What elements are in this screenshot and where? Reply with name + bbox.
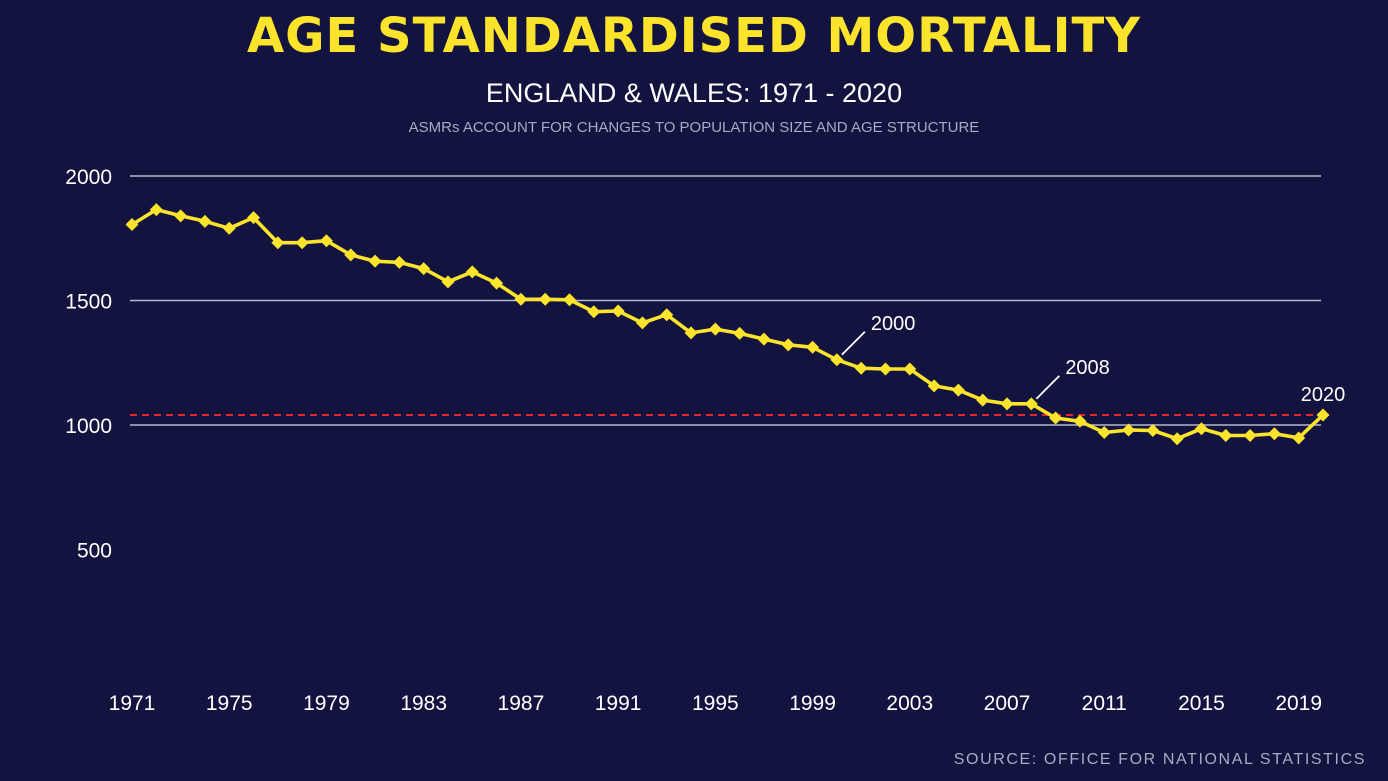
x-tick-label: 1987: [498, 692, 545, 715]
x-tick-label: 2007: [984, 692, 1031, 715]
data-point: [417, 262, 431, 276]
data-point: [1170, 432, 1184, 446]
series-group: [125, 203, 1330, 446]
annotations: 2000 2008 2020: [841, 313, 1346, 406]
x-tick-label: 1999: [789, 692, 836, 715]
data-point: [1292, 431, 1306, 445]
data-point: [635, 316, 649, 330]
data-point: [441, 275, 455, 289]
data-point: [538, 292, 552, 306]
x-tick-label: 1995: [692, 692, 739, 715]
data-point: [927, 379, 941, 393]
data-point: [319, 234, 333, 248]
series-line: [131, 207, 1325, 441]
data-point: [271, 236, 285, 250]
x-tick-label: 2011: [1082, 692, 1127, 715]
data-point: [368, 254, 382, 268]
data-point: [222, 221, 236, 235]
x-axis: 1971 1975 1979 1983 1987 1991 1995 1999 2003 2007…: [109, 692, 1322, 715]
annotation-leader: [841, 331, 866, 356]
data-point: [125, 218, 139, 232]
data-point: [951, 383, 965, 397]
data-point: [1000, 397, 1014, 411]
x-tick-label: 1979: [303, 692, 350, 715]
data-point: [563, 293, 577, 307]
data-point: [1073, 414, 1087, 428]
data-point: [295, 236, 309, 250]
data-point: [1267, 427, 1281, 441]
data-point: [1219, 428, 1233, 442]
data-point: [344, 248, 358, 262]
chart-title: AGE STANDARDISED MORTALITY: [246, 8, 1141, 64]
annotation-label: 2000: [871, 313, 916, 335]
data-point: [1146, 423, 1160, 437]
gridlines: [130, 175, 1321, 426]
data-point: [757, 332, 771, 346]
x-tick-label: 2015: [1178, 692, 1225, 715]
data-point: [514, 292, 528, 306]
data-point: [733, 326, 747, 340]
data-point: [854, 361, 868, 375]
chart-note: ASMRs ACCOUNT FOR CHANGES TO POPULATION …: [408, 119, 980, 136]
data-point: [781, 338, 795, 352]
data-point: [684, 326, 698, 340]
data-point: [149, 203, 163, 217]
data-point: [198, 214, 212, 228]
data-point: [1024, 397, 1038, 411]
x-tick-label: 1991: [595, 692, 642, 715]
annotation-leader: [1035, 375, 1060, 400]
data-point: [1122, 423, 1136, 437]
data-point: [174, 209, 188, 223]
data-point: [830, 353, 844, 367]
source-credit: SOURCE: OFFICE FOR NATIONAL STATISTICS: [953, 751, 1366, 768]
data-point: [903, 362, 917, 376]
x-tick-label: 1971: [109, 692, 156, 715]
data-point: [611, 304, 625, 318]
chart-subtitle: ENGLAND & WALES: 1971 - 2020: [485, 78, 903, 108]
data-point: [1243, 428, 1257, 442]
data-point: [708, 322, 722, 336]
y-tick-label: 1000: [65, 415, 112, 438]
data-point: [660, 308, 674, 322]
data-point: [806, 340, 820, 354]
data-point: [1049, 411, 1063, 425]
annotation-label: 2020: [1301, 384, 1346, 406]
data-point: [247, 211, 261, 225]
y-axis: 500 1000 1500 2000: [65, 166, 112, 563]
data-point: [1097, 425, 1111, 439]
x-tick-label: 1975: [206, 692, 253, 715]
data-point: [1316, 408, 1330, 422]
data-point: [976, 393, 990, 407]
data-point: [1194, 422, 1208, 436]
data-point: [587, 305, 601, 319]
data-point: [878, 362, 892, 376]
x-tick-label: 2003: [886, 692, 933, 715]
y-tick-label: 2000: [65, 166, 112, 189]
data-point: [392, 255, 406, 269]
x-tick-label: 1983: [400, 692, 447, 715]
y-tick-label: 500: [77, 540, 112, 563]
x-tick-label: 2019: [1275, 692, 1322, 715]
data-point: [465, 265, 479, 279]
annotation-label: 2008: [1065, 357, 1110, 379]
y-tick-label: 1500: [65, 291, 112, 314]
data-point: [490, 276, 504, 290]
